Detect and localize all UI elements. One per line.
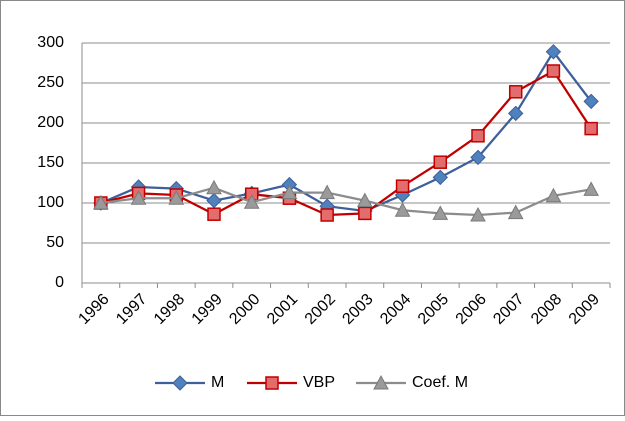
marker (433, 155, 448, 169)
marker (432, 169, 448, 186)
marker (470, 149, 486, 166)
y-tick-label: 200 (37, 114, 64, 131)
legend-marker (172, 375, 188, 391)
legend-label: VBP (303, 374, 335, 391)
marker (281, 184, 298, 200)
legend-label: Coef. M (412, 374, 468, 391)
marker (395, 179, 410, 193)
marker (583, 93, 599, 110)
marker (545, 187, 562, 203)
y-tick-label: 250 (37, 74, 64, 91)
marker (470, 206, 486, 222)
marker (584, 121, 598, 136)
marker (394, 202, 411, 217)
legend-label: M (211, 374, 224, 391)
y-tick-label: 0 (55, 274, 64, 291)
marker (508, 105, 524, 122)
marker (507, 204, 524, 220)
marker (207, 207, 221, 221)
marker (357, 192, 373, 208)
y-tick-label: 150 (37, 154, 64, 171)
marker (546, 64, 561, 78)
marker (243, 194, 260, 209)
y-tick-label: 100 (37, 194, 64, 211)
marker (319, 184, 335, 200)
marker (93, 194, 109, 210)
y-tick-label: 300 (37, 34, 64, 51)
marker (432, 205, 449, 220)
marker (583, 181, 599, 196)
marker (471, 129, 485, 143)
y-tick-label: 50 (46, 234, 64, 251)
marker (508, 85, 523, 99)
marker (168, 190, 185, 205)
marker (320, 208, 334, 222)
legend-marker (265, 376, 279, 390)
marker (545, 44, 562, 60)
marker (358, 206, 372, 221)
marker (130, 190, 147, 205)
legend-marker (373, 374, 389, 390)
series-line (100, 186, 592, 217)
marker (206, 179, 222, 195)
